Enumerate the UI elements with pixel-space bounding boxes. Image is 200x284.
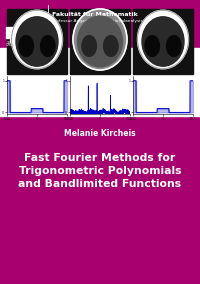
Bar bbox=[18, 35, 21, 38]
Bar bbox=[18, 27, 21, 30]
Bar bbox=[14, 27, 17, 30]
Bar bbox=[10, 39, 13, 42]
Bar bbox=[6, 31, 9, 34]
Text: TECHNISCHE UNIVERSITÄT: TECHNISCHE UNIVERSITÄT bbox=[6, 41, 52, 45]
Ellipse shape bbox=[41, 36, 55, 57]
Bar bbox=[10, 31, 13, 34]
Text: CHEMNITZ: CHEMNITZ bbox=[6, 43, 24, 47]
Bar bbox=[22, 27, 25, 30]
Bar bbox=[10, 27, 13, 30]
Ellipse shape bbox=[16, 17, 58, 66]
Text: Fast Fourier Methods for: Fast Fourier Methods for bbox=[24, 153, 176, 163]
Bar bbox=[70, 9, 130, 74]
Ellipse shape bbox=[12, 10, 62, 69]
Ellipse shape bbox=[142, 17, 184, 66]
Text: Melanie Kircheis: Melanie Kircheis bbox=[64, 130, 136, 139]
Text: and Bandlimited Functions: and Bandlimited Functions bbox=[18, 179, 182, 189]
Ellipse shape bbox=[82, 36, 96, 57]
Bar bbox=[18, 31, 21, 34]
Bar bbox=[22, 35, 25, 38]
Ellipse shape bbox=[138, 10, 188, 69]
Bar bbox=[10, 35, 13, 38]
Ellipse shape bbox=[167, 36, 181, 57]
Bar bbox=[18, 39, 21, 42]
Bar bbox=[22, 31, 25, 34]
Ellipse shape bbox=[19, 36, 33, 57]
Bar bbox=[6, 35, 9, 38]
Bar bbox=[14, 31, 17, 34]
Ellipse shape bbox=[104, 36, 118, 57]
Bar bbox=[14, 39, 17, 42]
Ellipse shape bbox=[78, 16, 122, 67]
Ellipse shape bbox=[145, 36, 159, 57]
Bar bbox=[7, 9, 67, 74]
Text: Trigonometric Polynomials: Trigonometric Polynomials bbox=[19, 166, 181, 176]
Ellipse shape bbox=[73, 9, 127, 70]
Bar bbox=[6, 27, 9, 30]
Bar bbox=[14, 35, 17, 38]
Text: Fakultät für Mathematik: Fakultät für Mathematik bbox=[52, 11, 138, 16]
Text: Professur Angewandte Funktionalanalysis: Professur Angewandte Funktionalanalysis bbox=[52, 19, 143, 23]
Bar bbox=[0, 48, 200, 116]
Bar bbox=[133, 9, 193, 74]
